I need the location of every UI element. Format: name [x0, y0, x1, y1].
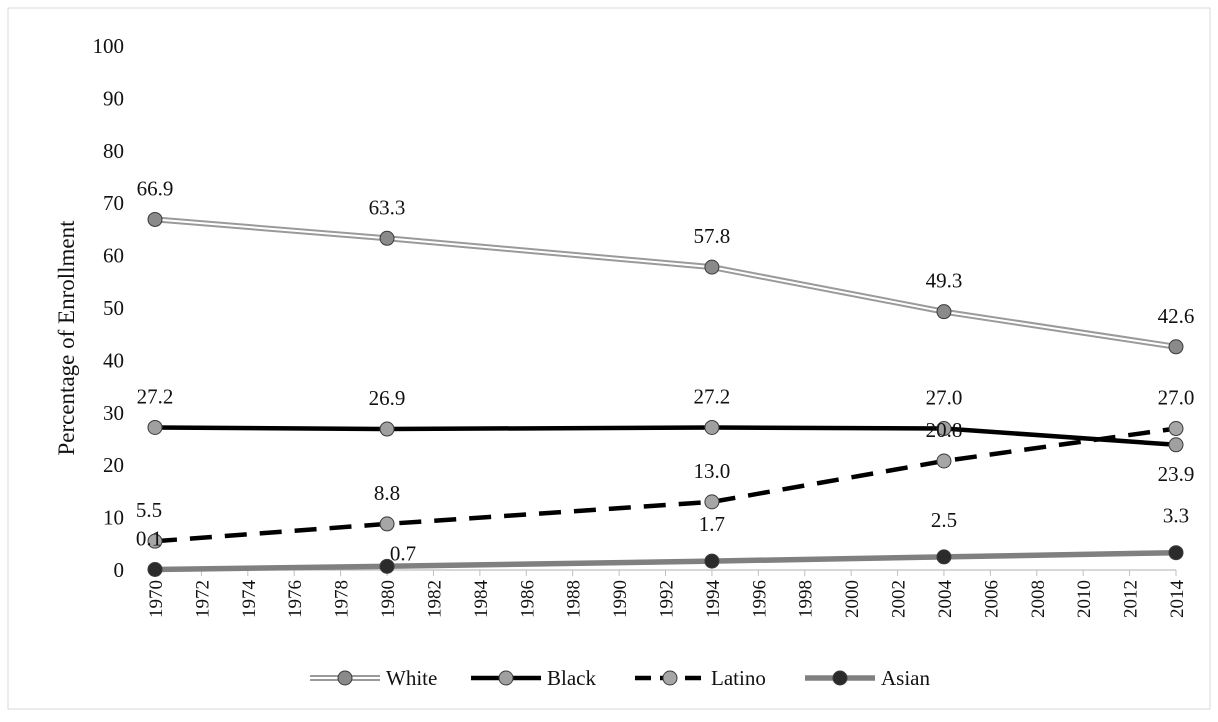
x-tick-label: 1976 [285, 580, 306, 618]
data-label-asian: 1.7 [699, 512, 725, 536]
data-label-latino: 8.8 [374, 481, 400, 505]
legend-label-white: White [386, 666, 437, 690]
data-label-white: 49.3 [926, 269, 963, 293]
legend-label-latino: Latino [711, 666, 766, 690]
x-tick-label: 2008 [1028, 580, 1049, 618]
x-axis: 1970 1972 1974 1976 1978 1980 1982 1984 1986 1988… [146, 569, 1188, 619]
x-tick-label: 1972 [192, 580, 213, 618]
x-tick-label: 1984 [471, 580, 492, 619]
y-tick-label: 30 [103, 401, 124, 425]
series-marker-latino [147, 533, 163, 549]
y-tick-label: 0 [114, 558, 125, 582]
y-tick-label: 20 [103, 453, 124, 477]
x-tick-label: 1978 [332, 580, 353, 618]
series-marker-latino [379, 516, 395, 532]
series-marker-white [704, 259, 720, 275]
data-labels-layer: 66.9 63.3 57.8 49.3 42.6 27.2 26.9 27.2 27.0 23.9… [136, 176, 1195, 565]
legend-marker-latino [662, 670, 678, 686]
series-marker-black [936, 421, 952, 437]
series-marker-black [147, 419, 163, 435]
x-tick-label: 1990 [610, 580, 631, 618]
y-tick-label: 80 [103, 139, 124, 163]
x-tick-label: 2004 [935, 580, 956, 619]
legend-marker-white [337, 670, 353, 686]
x-tick-label: 1998 [796, 580, 817, 618]
legend-marker-asian [832, 670, 848, 686]
series-line-latino [154, 426, 1177, 544]
series-marker-asian [147, 561, 163, 577]
data-label-white: 63.3 [369, 195, 406, 219]
x-tick-label: 1996 [749, 580, 770, 618]
series-marker-white [379, 230, 395, 246]
legend-marker-black [498, 670, 514, 686]
y-tick-label: 90 [103, 86, 124, 110]
data-label-black: 23.9 [1158, 462, 1195, 486]
legend-label-asian: Asian [881, 666, 930, 690]
x-tick-label: 1980 [378, 580, 399, 618]
data-label-asian: 0.1 [136, 526, 162, 550]
x-tick-label: 1970 [146, 580, 167, 618]
data-label-asian: 2.5 [931, 508, 957, 532]
data-label-latino: 5.5 [136, 498, 162, 522]
y-tick-label: 60 [103, 244, 124, 268]
y-axis-ticks: 0 10 20 30 40 50 60 70 80 90 100 [93, 34, 125, 582]
x-tick-label: 1982 [424, 580, 445, 618]
series-marker-white [147, 211, 163, 227]
series-marker-latino [936, 453, 952, 469]
x-tick-label: 2006 [981, 580, 1002, 618]
x-tick-label: 2014 [1167, 580, 1188, 619]
x-tick-label: 2002 [889, 580, 910, 618]
data-label-asian: 0.7 [390, 541, 416, 565]
data-label-black: 27.2 [137, 384, 174, 408]
data-label-latino: 20.8 [926, 418, 963, 442]
series-marker-asian [936, 549, 952, 565]
series-marker-black [704, 419, 720, 435]
x-tick-label: 1986 [517, 580, 538, 618]
data-label-black: 26.9 [369, 386, 406, 410]
y-tick-label: 70 [103, 191, 124, 215]
data-label-white: 42.6 [1158, 304, 1195, 328]
x-tick-label: 1974 [239, 580, 260, 619]
series-marker-white [1168, 339, 1184, 355]
x-tick-label: 1992 [657, 580, 678, 618]
series-marker-asian [704, 553, 720, 569]
series-marker-asian [1168, 545, 1184, 561]
x-tick-label: 1988 [564, 580, 585, 618]
data-label-black: 27.0 [926, 386, 963, 410]
data-label-asian: 3.3 [1163, 504, 1189, 528]
x-tick-label: 2012 [1121, 580, 1142, 618]
y-tick-label: 100 [93, 34, 125, 58]
chart-border [7, 7, 1211, 710]
y-tick-label: 50 [103, 296, 124, 320]
data-label-white: 57.8 [694, 224, 731, 248]
data-label-black: 27.2 [694, 384, 731, 408]
series-marker-black [1168, 437, 1184, 453]
data-label-latino: 13.0 [694, 459, 731, 483]
series-marker-latino [1168, 421, 1184, 437]
y-tick-label: 10 [103, 506, 124, 530]
data-label-white: 66.9 [137, 176, 174, 200]
legend: White Black Latino Asian [310, 666, 930, 690]
legend-label-black: Black [547, 666, 596, 690]
x-tick-label: 2000 [842, 580, 863, 618]
series-marker-black [379, 421, 395, 437]
series-marker-latino [704, 494, 720, 510]
y-tick-label: 40 [103, 348, 124, 372]
series-marker-asian [379, 558, 395, 574]
series-marker-white [936, 304, 952, 320]
x-tick-label: 2010 [1074, 580, 1095, 618]
data-label-latino: 27.0 [1158, 386, 1195, 410]
series-layer [147, 211, 1184, 577]
y-axis-title: Percentage of Enrollment [54, 220, 79, 456]
x-tick-label: 1994 [703, 580, 724, 619]
